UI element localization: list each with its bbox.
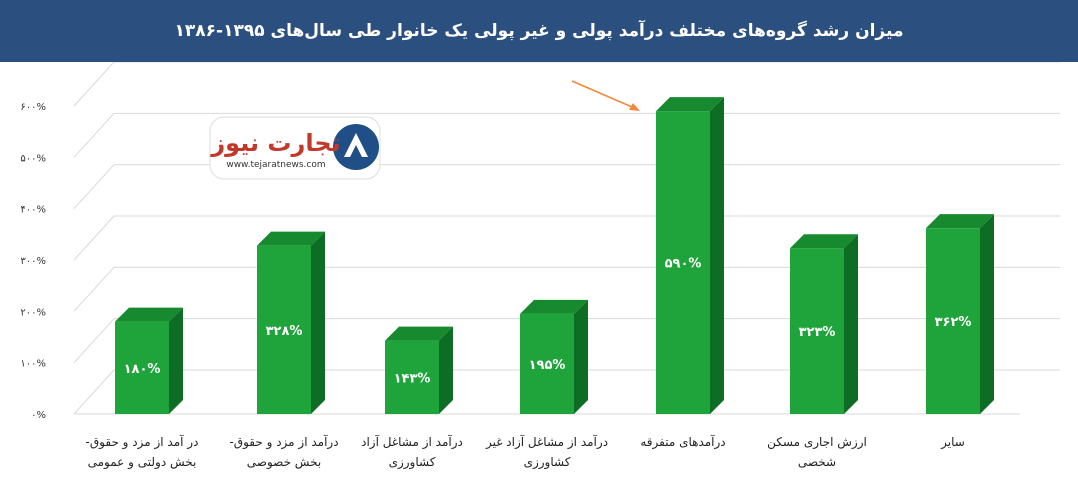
bar-top (115, 307, 183, 322)
category-label: کشاورزی (524, 455, 571, 470)
bar-top (257, 231, 325, 246)
logo: تجارت نیوز www.tejaratnews.com (209, 116, 381, 180)
category-label: بخش دولتی و عمومی (88, 455, 197, 470)
bar-front (520, 313, 574, 414)
category-label: درآمد از مزد و حقوق- (229, 434, 338, 450)
highlight-arrow-icon (571, 80, 640, 111)
gridline-diagonal (73, 62, 115, 107)
bar-side (311, 231, 325, 414)
gridline-diagonal (73, 112, 115, 158)
bar-top (790, 234, 858, 249)
bar-front (257, 245, 311, 414)
bar-side (439, 326, 453, 414)
category-label: درآمدهای متفرقه (640, 434, 725, 450)
bar: ۳۲۳% (790, 234, 858, 414)
category-label: شخصی (798, 455, 836, 469)
gridline-diagonal (73, 266, 115, 312)
bar-data-label: ۳۲۸% (266, 324, 303, 339)
gridline-diagonal (73, 318, 115, 364)
logo-url: www.tejaratnews.com (226, 160, 325, 170)
category-label: درآمد از مشاغل آزاد غیر (485, 434, 608, 450)
bar-data-label: ۱۸۰% (124, 362, 161, 377)
bar: ۱۴۳% (385, 326, 453, 414)
bar-top (656, 97, 724, 112)
bar-data-label: ۱۴۳% (394, 371, 431, 386)
y-tick-label: ۱۰۰% (20, 359, 46, 370)
bar-data-label: ۱۹۵% (529, 358, 566, 373)
chart-title: میزان رشد گروه‌های مختلف درآمد پولی و غی… (174, 21, 904, 41)
bar-side (980, 214, 994, 414)
bar: ۳۶۲% (926, 214, 994, 414)
bar-top (926, 214, 994, 229)
bar-top (385, 326, 453, 341)
bar-data-label: ۵۹۰% (665, 257, 702, 272)
bar-side (844, 234, 858, 414)
bar: ۱۸۰% (115, 307, 183, 414)
bar-side (710, 97, 724, 414)
gridline-diagonal (73, 369, 115, 415)
bar-front (790, 248, 844, 414)
chart-area: ۰% ۱۰۰% ۲۰۰% ۳۰۰% ۴۰۰% ۵۰۰% ۶۰۰% ۱۸۰% ۳۲۸% ۱۴۳% ۱… (0, 62, 1078, 477)
bar-data-label: ۳۲۳% (799, 325, 836, 340)
y-tick-label: ۵۰۰% (20, 153, 46, 164)
category-label: سایر (940, 435, 965, 450)
gridline-diagonal (73, 215, 115, 261)
bars-layer: ۱۸۰% ۳۲۸% ۱۴۳% ۱۹۵% ۵۹۰% ۳۲۳% ۳۶۲% (115, 97, 994, 414)
chart-header: میزان رشد گروه‌های مختلف درآمد پولی و غی… (0, 0, 1078, 62)
bar-front (115, 321, 169, 414)
bar-front (926, 228, 980, 414)
y-tick-label: ۴۰۰% (20, 205, 46, 216)
y-axis: ۰% ۱۰۰% ۲۰۰% ۳۰۰% ۴۰۰% ۵۰۰% ۶۰۰% (20, 102, 46, 421)
category-label: ارزش اجاری مسکن (767, 435, 867, 450)
logo-badge (209, 116, 381, 180)
category-label: کشاورزی (389, 455, 436, 470)
bar-front (385, 340, 439, 414)
category-label: درآمد از مشاغل آزاد (361, 434, 463, 450)
y-tick-label: ۰% (31, 410, 46, 421)
bar-data-label: ۳۶۲% (935, 315, 972, 330)
bar-front (656, 111, 710, 414)
bar-chart: ۰%۱۰۰%۲۰۰%۳۰۰%۴۰۰%۵۰۰%۶۰۰% ۱۸۰%۳۲۸%۱۴۳%۱… (20, 62, 1060, 470)
category-label: بخش خصوصی (247, 455, 321, 470)
bar: ۵۹۰% (656, 97, 724, 414)
bar: ۳۲۸% (257, 231, 325, 414)
bar: ۱۹۵% (520, 299, 588, 414)
bar-side (169, 307, 183, 414)
logo-name: تجارت نیوز (210, 129, 340, 157)
y-tick-label: ۳۰۰% (20, 256, 46, 267)
gridline-diagonal (73, 164, 115, 210)
category-label: در آمد از مزد و حقوق- (86, 434, 199, 450)
y-tick-label: ۲۰۰% (20, 307, 46, 318)
bar-top (520, 299, 588, 314)
category-labels: در آمد از مزد و حقوق- بخش دولتی و عمومی در… (86, 434, 965, 470)
y-tick-label: ۶۰۰% (20, 102, 46, 113)
bar-side (574, 299, 588, 414)
